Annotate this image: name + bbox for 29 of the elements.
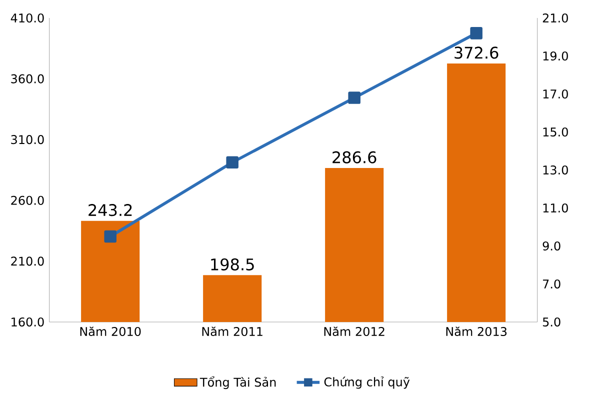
- point: [348, 92, 360, 104]
- y2-tick-label: 11.0: [543, 203, 568, 213]
- x-tick-label: Năm 2010: [80, 326, 141, 336]
- x-tick-label: Năm 2012: [324, 326, 384, 336]
- point: [226, 156, 238, 169]
- data-label: 372.6: [454, 46, 498, 59]
- data-label: 243.2: [88, 204, 132, 216]
- y2-tick-label: 13.0: [543, 165, 568, 175]
- y2-tick-label: 7.0: [543, 279, 560, 289]
- data-label: 198.5: [211, 258, 254, 270]
- point: [470, 27, 482, 40]
- y2-tick-label: 9.0: [542, 241, 560, 251]
- y-tick-label: 360.0: [11, 74, 44, 84]
- legend-label: Tổng Tài Sản: [200, 376, 276, 390]
- data-label: 286.6: [332, 151, 376, 164]
- y2-tick-label: 19.0: [543, 51, 568, 61]
- y2-tick-label: 5.0: [542, 317, 560, 327]
- y-tick-label: 210.0: [11, 256, 44, 266]
- y2-tick-label: 21.0: [542, 13, 568, 23]
- y2-tick-label: 17.0: [543, 89, 568, 99]
- y2-tick-label: 15.0: [543, 127, 568, 137]
- y-tick-label: 260.0: [11, 196, 44, 205]
- y-tick-label: 410.0: [10, 13, 44, 23]
- x-tick-label: Năm 2013: [446, 326, 507, 336]
- y-tick-label: 310.0: [11, 135, 44, 144]
- point: [104, 230, 116, 243]
- x-tick-label: Năm 2011: [202, 326, 262, 336]
- legend-label: Chứng chỉ quỹ: [324, 376, 410, 389]
- y-tick-label: 160.0: [12, 317, 44, 327]
